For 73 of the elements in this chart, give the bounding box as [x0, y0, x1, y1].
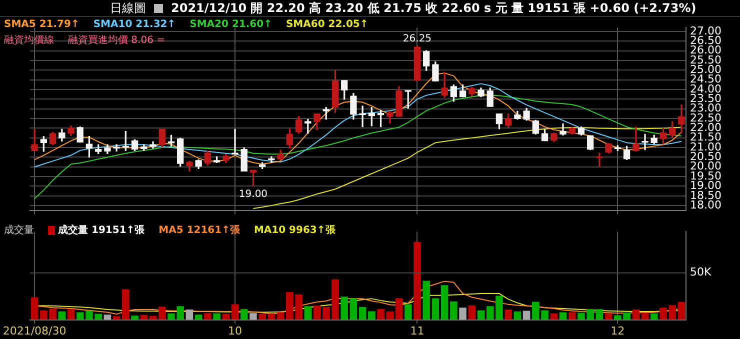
bar [112, 316, 120, 320]
bar [604, 313, 612, 320]
chart-subtitle: 2021/12/10 開 22.20 高 23.20 低 21.75 收 22.60 s 元 量 19151 張 +0.60 (+2.73%) [171, 0, 696, 16]
bar [104, 314, 112, 320]
bar [186, 309, 194, 320]
text: SMA20 21.60↑ [190, 19, 272, 30]
legend-label: 成交量 19151↑張 [58, 223, 145, 237]
bar [213, 313, 220, 320]
bar [350, 298, 358, 320]
bar [368, 311, 376, 320]
bar [468, 305, 476, 320]
bar [559, 312, 567, 320]
bar [276, 312, 284, 320]
bar [422, 280, 430, 320]
candlestick [359, 106, 366, 128]
bar [194, 314, 202, 320]
text: MA10 9963↑張 [254, 224, 336, 237]
bar [250, 313, 257, 320]
bar [450, 302, 458, 320]
text: MA5 12161↑張 [158, 224, 240, 237]
bar [504, 309, 512, 320]
x-tick-label: 12 [610, 324, 625, 338]
y-axis-title: 成交量 [4, 224, 34, 237]
bar [222, 314, 230, 320]
bar [304, 306, 312, 320]
bar [632, 309, 640, 320]
bar [231, 304, 239, 320]
bar [432, 298, 440, 320]
bar [678, 302, 686, 320]
y-tick-label: 18.00 [690, 198, 722, 212]
annotation: 融資買進均價 8.06 = [68, 34, 166, 47]
bar [414, 242, 421, 320]
candlestick [232, 128, 238, 154]
bar [550, 313, 558, 320]
candlestick [268, 156, 275, 163]
bar [514, 312, 522, 320]
bar [596, 309, 604, 320]
annotation: 融資均價線 [4, 34, 54, 47]
bar [204, 313, 212, 320]
bar [140, 314, 148, 320]
bar [358, 307, 366, 320]
bar [268, 314, 276, 320]
x-tick-label: 11 [410, 324, 424, 338]
candlestick [642, 134, 648, 150]
candlestick [113, 144, 120, 152]
bar [240, 309, 248, 320]
bar [459, 308, 466, 320]
bar [395, 298, 403, 320]
bar [258, 314, 266, 320]
bar [404, 304, 412, 320]
bar [522, 310, 530, 320]
x-tick-label: 10 [228, 324, 242, 338]
chart-title: 日線圖 [110, 0, 146, 16]
bar [158, 306, 166, 320]
text: SMA60 22.05↑ [286, 19, 368, 30]
bar [650, 313, 658, 320]
text: SMA10 21.32↑ [93, 19, 176, 30]
bar [568, 312, 576, 320]
bar [477, 310, 485, 320]
annotation: 19.00 [238, 188, 268, 200]
bar [30, 297, 38, 320]
bar [122, 289, 130, 320]
candlestick [596, 152, 603, 167]
bar [440, 285, 448, 320]
bar [340, 296, 348, 320]
y-tick-label: 50K [690, 266, 712, 279]
bar [131, 316, 138, 320]
x-tick-label: 2021/08/30 [2, 324, 66, 338]
annotation: 26.25 [402, 34, 432, 45]
bar [67, 309, 75, 320]
bar [58, 311, 66, 320]
bar [313, 305, 321, 320]
text: SMA5 21.79↑ [4, 19, 80, 30]
